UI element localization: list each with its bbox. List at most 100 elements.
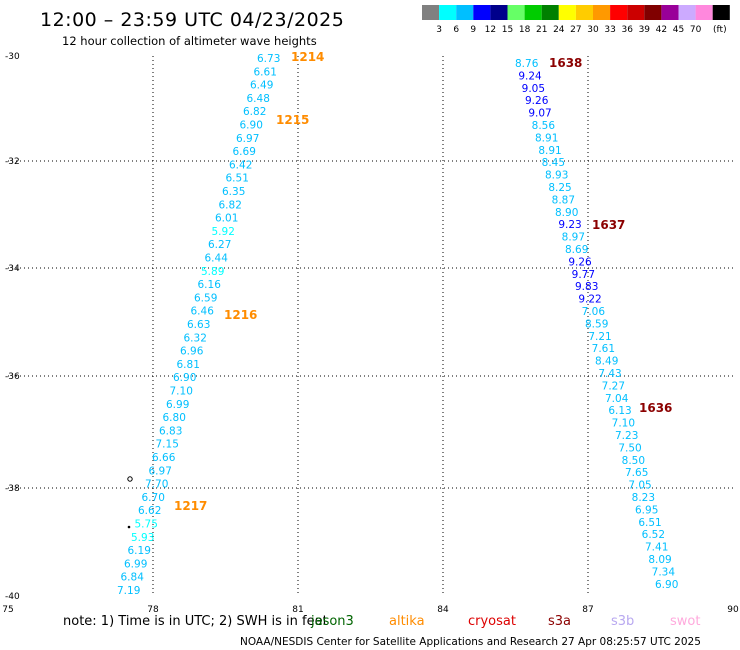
- wave-height-value: 8.69: [565, 244, 588, 256]
- track-east: 8.769.249.059.269.078.568.918.918.458.93…: [515, 56, 678, 591]
- wave-height-value: 6.42: [229, 159, 252, 171]
- wave-height-value: 8.91: [535, 132, 558, 144]
- satellite-legend: jason3 altika cryosat s3a s3b swot: [310, 614, 700, 629]
- track-marker: [127, 525, 131, 529]
- pass-number-label: 1637: [592, 218, 625, 232]
- axis-tick-labels: 75 78 81 84 87 90 -30 -32 -34 -36 -38 -40: [2, 52, 739, 615]
- wave-height-value: 5.93: [131, 532, 154, 544]
- wave-height-value: 9.07: [528, 108, 551, 120]
- satellite-name: jason3: [310, 614, 354, 629]
- wave-height-value: 9.83: [575, 281, 598, 293]
- wave-height-value: 7.21: [588, 331, 611, 343]
- wave-height-value: 6.66: [152, 452, 176, 464]
- wave-height-value: 6.96: [180, 346, 204, 358]
- pass-number-label: 1214: [291, 50, 324, 64]
- wave-height-value: 7.61: [592, 343, 615, 355]
- wave-height-value: 6.35: [222, 186, 245, 198]
- wave-height-value: 6.84: [121, 572, 145, 584]
- legend-label: 30: [587, 25, 599, 35]
- wave-height-value: 6.97: [149, 465, 172, 477]
- wave-height-value: 9.23: [558, 219, 581, 231]
- legend-swatch: [490, 5, 508, 20]
- wave-height-value: 7.05: [628, 480, 651, 492]
- wave-height-value: 7.34: [652, 566, 676, 578]
- wave-height-value: 8.59: [585, 318, 608, 330]
- wave-height-value: 6.48: [247, 93, 270, 105]
- wave-height-value: 6.19: [128, 545, 151, 557]
- pass-number-label: 1217: [174, 499, 207, 513]
- wave-height-value: 6.90: [240, 120, 263, 132]
- wave-height-value: 6.73: [257, 53, 280, 65]
- legend-label: 27: [570, 25, 581, 35]
- wave-height-value: 5.89: [201, 266, 224, 278]
- wave-height-value: 6.61: [254, 66, 277, 78]
- lat-tick-label: -34: [5, 264, 20, 274]
- wave-height-value: 5.92: [212, 226, 235, 238]
- wave-height-value: 6.81: [177, 359, 200, 371]
- legend-swatch: [507, 5, 525, 20]
- wave-height-value: 6.59: [194, 292, 217, 304]
- pass-number-label: 1636: [639, 401, 672, 415]
- legend-label: 45: [673, 25, 684, 35]
- wave-height-value: 8.56: [532, 120, 556, 132]
- wave-height-value: 6.97: [236, 133, 259, 145]
- footer-credit: NOAA/NESDIS Center for Satellite Applica…: [240, 636, 701, 648]
- wave-height-value: 8.25: [548, 182, 571, 194]
- wave-height-value: 6.62: [138, 505, 161, 517]
- legend-label: 3: [436, 25, 442, 35]
- legend-swatch: [661, 5, 679, 20]
- legend-label: 21: [536, 25, 547, 35]
- legend-swatch: [456, 5, 474, 20]
- legend-swatch: [695, 5, 713, 20]
- wave-height-value: 6.52: [642, 529, 665, 541]
- color-legend: 3 6 9 12 15 18 21 24 27 30 33 36 39 42 45 70 (ft): [422, 5, 730, 35]
- legend-swatch: [627, 5, 645, 20]
- wave-height-value: 9.26: [568, 256, 592, 268]
- wave-height-value: 7.10: [170, 386, 193, 398]
- legend-label: 36: [621, 25, 633, 35]
- wave-height-value: 6.70: [142, 492, 165, 504]
- pass-number-label: 1216: [224, 308, 257, 322]
- legend-label: 9: [470, 25, 476, 35]
- wave-height-value: 7.43: [598, 368, 621, 380]
- map-grid: [8, 56, 733, 596]
- wave-height-value: 9.24: [518, 70, 542, 82]
- lon-tick-label: 78: [147, 605, 159, 615]
- wave-height-value: 6.32: [184, 332, 207, 344]
- legend-label: 24: [553, 25, 565, 35]
- lon-tick-label: 84: [437, 605, 449, 615]
- map-title: 12:00 – 23:59 UTC 04/23/2025: [40, 9, 344, 31]
- legend-label: 6: [453, 25, 459, 35]
- legend-unit: (ft): [713, 25, 727, 35]
- wave-height-value: 8.91: [538, 145, 561, 157]
- wave-height-value: 6.99: [166, 399, 189, 411]
- lat-tick-label: -40: [5, 592, 20, 602]
- satellite-name: swot: [670, 614, 700, 629]
- wave-height-value: 8.97: [562, 232, 585, 244]
- wave-height-value: 6.95: [635, 504, 658, 516]
- legend-label: 42: [656, 25, 667, 35]
- wave-height-value: 9.22: [578, 294, 601, 306]
- lon-tick-label: 81: [292, 605, 303, 615]
- wave-height-value: 6.63: [187, 319, 210, 331]
- wave-height-value: 7.23: [615, 430, 638, 442]
- track-west: 6.736.616.496.486.826.906.976.696.426.51…: [117, 50, 324, 597]
- legend-label: 33: [604, 25, 615, 35]
- wave-height-value: 9.77: [572, 269, 595, 281]
- wave-height-value: 7.27: [602, 380, 625, 392]
- legend-swatch: [593, 5, 611, 20]
- legend-label: 18: [519, 25, 531, 35]
- wave-height-value: 7.65: [625, 467, 648, 479]
- satellite-name: s3b: [611, 614, 634, 629]
- wave-height-value: 6.13: [608, 405, 631, 417]
- wave-height-value: 8.23: [632, 492, 655, 504]
- track-marker: [127, 476, 133, 482]
- wave-height-value: 6.80: [163, 412, 186, 424]
- legend-swatch: [558, 5, 576, 20]
- wave-height-value: 8.93: [545, 170, 568, 182]
- legend-swatch: [712, 5, 730, 20]
- legend-swatch: [644, 5, 662, 20]
- satellite-name: cryosat: [468, 614, 516, 629]
- wave-height-value: 7.19: [117, 585, 140, 597]
